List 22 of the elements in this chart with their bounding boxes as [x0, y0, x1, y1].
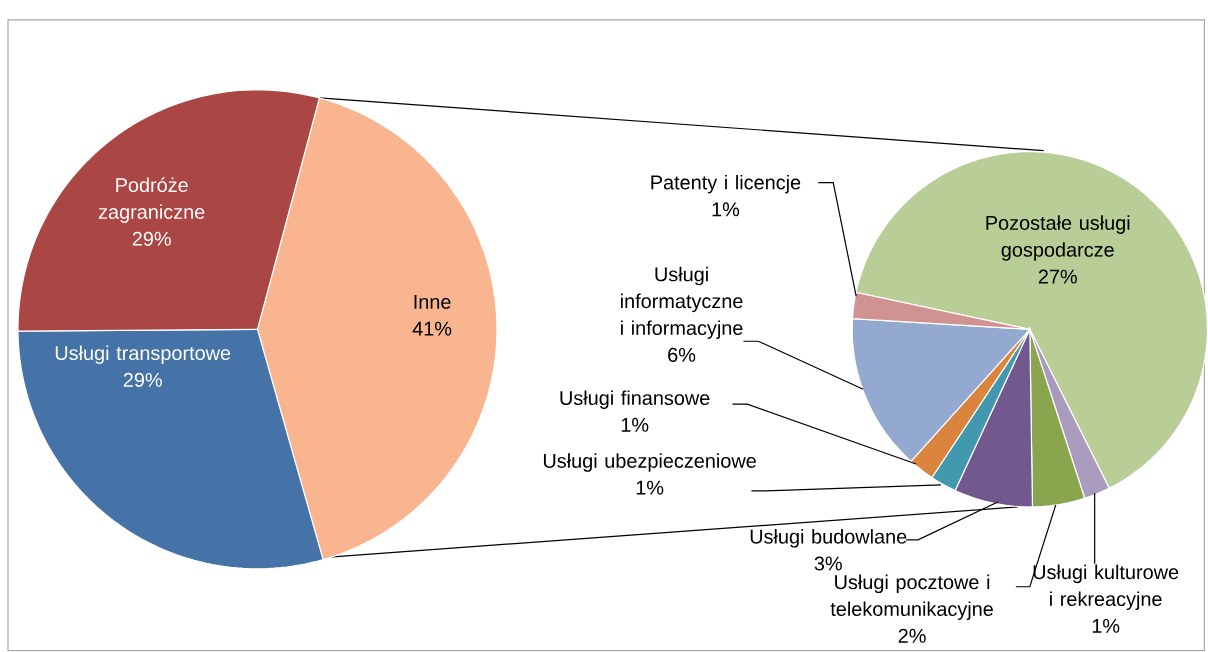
slice-label: Usługi finansowe [560, 390, 710, 410]
slice-label: Usługi pocztowe i telekomunikacyjne [830, 574, 993, 621]
data-label: 2% [898, 629, 926, 644]
slice-label: Inne [414, 295, 451, 310]
slice-label: Usługi budowlane [750, 529, 907, 548]
data-label: 27% [1038, 269, 1077, 284]
slice-label: Usługi kulturowe i rekreacyjne [1033, 564, 1179, 611]
data-label: 29% [123, 373, 162, 388]
data-label: 41% [412, 321, 452, 336]
slice-label: Usługi transportowe [55, 345, 231, 365]
data-label: 1% [712, 202, 740, 217]
slice-label: Podróże zagraniczne [98, 177, 205, 224]
slice-label: Usługi informatyczne i informacyjne [621, 266, 743, 340]
slice-label: Pozostałe usługi gospodarcze [986, 215, 1130, 261]
data-label: 1% [621, 418, 649, 433]
data-label: 3% [814, 556, 842, 571]
data-label: 1% [1092, 619, 1120, 634]
data-label: 1% [636, 480, 664, 495]
slice-label: Patenty i licencje [651, 175, 801, 194]
data-label: 29% [132, 231, 171, 246]
slice-label: Usługi ubezpieczeniowe [543, 453, 756, 473]
data-label: 6% [668, 348, 696, 363]
